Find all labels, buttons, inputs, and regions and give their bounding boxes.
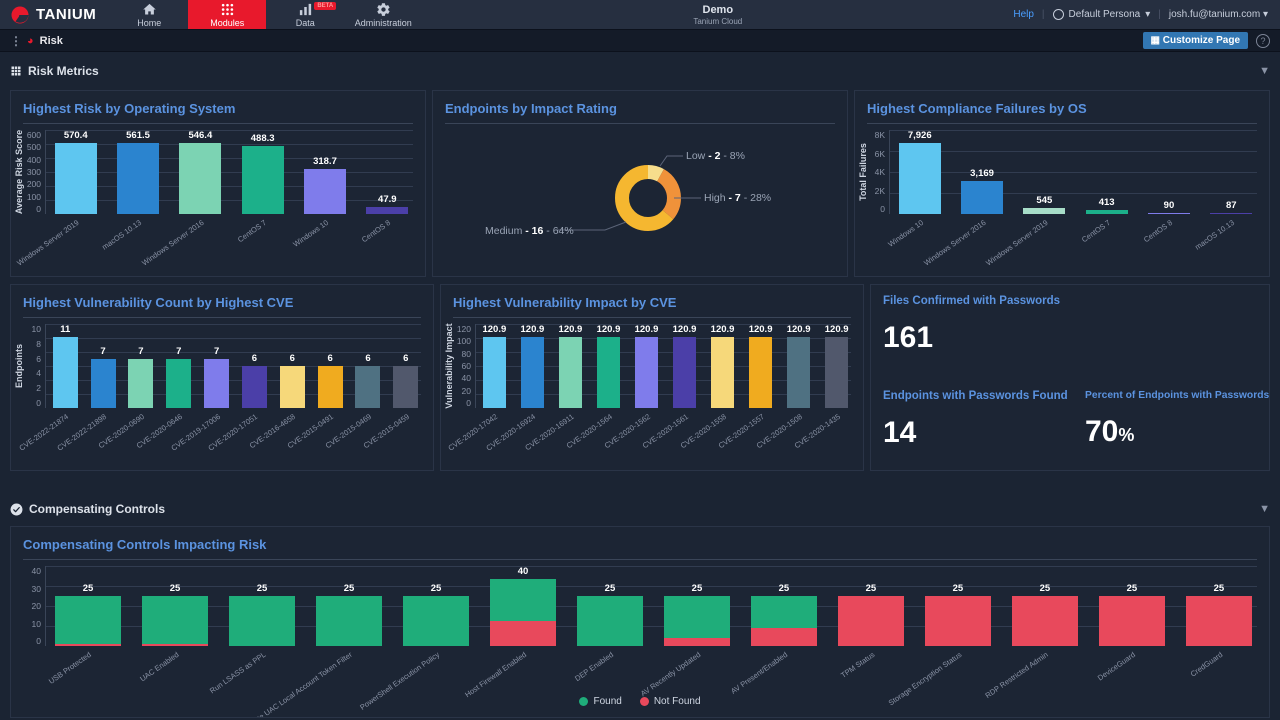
svg-text:Medium - 16 - 64%: Medium - 16 - 64%: [485, 225, 574, 237]
svg-text:Low - 2 - 8%: Low - 2 - 8%: [686, 150, 745, 162]
svg-text:High - 7 - 28%: High - 7 - 28%: [704, 192, 771, 204]
